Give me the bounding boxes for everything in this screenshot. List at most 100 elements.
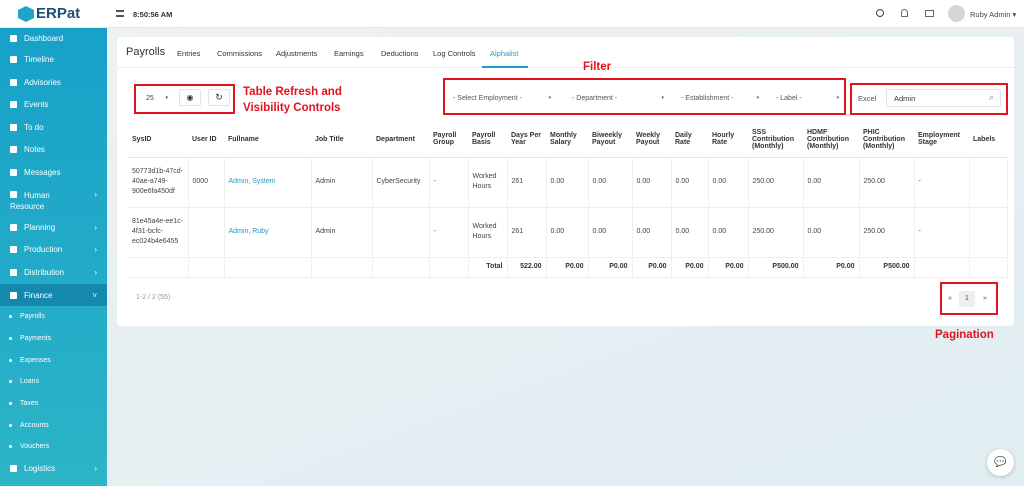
user-menu[interactable]: Ruby Admin ▾ [970,10,1017,19]
annotation-box [850,83,1008,115]
table-cell[interactable]: Admin, Ruby [224,207,312,258]
notification-icon[interactable] [901,9,908,17]
menu-item[interactable]: Events [0,94,107,114]
column-header[interactable]: SSS Contribution (Monthly) [748,122,803,158]
tab[interactable]: Log Controls [433,49,476,58]
dropdown-caret: ▾ [756,95,759,101]
filter-select[interactable]: - Department - ▾ [566,90,670,106]
table-cell: 81e45a4e-ee1c-4f31-bcfc-ec024b4e6455 [128,207,189,258]
table-row: 50773d1b-47cd-40ae-a749-900e6fa450df 0000… [128,157,1008,208]
column-header[interactable]: Weekly Payout [632,122,671,158]
menu-item[interactable]: Human Resource › [10,190,97,211]
column-header[interactable]: Fullname [224,122,311,158]
submenu-item[interactable]: Accounts [0,415,107,435]
submenu-item[interactable]: Payrolls [0,306,107,326]
submenu-item[interactable]: Taxes [0,393,107,413]
page-button[interactable]: « [948,295,952,302]
menu-item[interactable]: Messages [0,162,107,182]
menu-item[interactable]: Advisories [0,72,107,92]
column-header[interactable]: Labels [969,122,1007,158]
menu-item[interactable]: Notes [0,139,107,159]
submenu-item[interactable]: Payments [0,328,107,348]
filter-select[interactable]: - Label - ▾ [770,90,845,106]
column-header[interactable]: Department [372,122,429,158]
menu-item[interactable]: Finance ˅ [0,284,107,306]
tab[interactable]: Deductions [381,49,419,58]
column-header[interactable]: Hourly Rate [708,122,748,158]
submenu-item[interactable]: Expenses [0,350,107,370]
menu-item[interactable]: Timeline [0,49,107,69]
submenu-item[interactable]: Loans [0,371,107,391]
table-cell: 0.00 [708,157,749,208]
total-cell [128,257,189,278]
annotation-label: Table Refresh and Visibility Controls [243,86,342,114]
table-cell [969,207,1008,258]
total-cell [969,257,1008,278]
total-cell [311,257,373,278]
logo[interactable]: ERPat [36,5,81,22]
column-header[interactable]: Biweekly Payout [588,122,632,158]
table-cell: 0.00 [671,157,709,208]
page-size: 25 [146,94,154,102]
filter-select[interactable]: - Establishment - ▾ [675,90,765,106]
column-header[interactable]: Payroll Basis [468,122,507,158]
search-icon[interactable] [876,9,884,17]
column-header[interactable]: HDMF Contribution (Monthly) [803,122,859,158]
search-input[interactable]: Admin ⌕ [886,89,1001,107]
column-header[interactable]: Payroll Group [429,122,468,158]
menu-item[interactable]: Distribution › [0,262,107,282]
table-cell [188,207,225,258]
menu-label: Finance [24,290,53,300]
total-cell: 522.00 [507,257,547,278]
page-button[interactable]: » [983,295,987,302]
tab[interactable]: Entries [177,49,201,58]
excel-button[interactable]: Excel [858,94,877,103]
totals-row: Total 522.00 P0.00 P0.00 P0.00 P0.00 P0.00 P500… [128,257,1008,278]
mail-icon[interactable] [925,10,934,17]
menu-label: To do [24,122,44,132]
column-header[interactable]: PHIC Contribution (Monthly) [859,122,914,158]
total-cell: P0.00 [671,257,709,278]
table-cell[interactable]: Admin, System [224,157,312,208]
table-cell [969,157,1008,208]
table-cell [372,207,430,258]
column-header[interactable]: Daily Rate [671,122,708,158]
table-cell: Admin [311,157,373,208]
visibility-button[interactable]: ◉ [179,89,201,106]
tab[interactable]: Adjustments [276,49,318,58]
submenu-item[interactable]: Vouchers [0,436,107,456]
menu-item[interactable]: Logistics › [0,458,107,478]
tab[interactable]: Earnings [334,49,364,58]
menu-item[interactable]: To do [0,117,107,137]
column-header[interactable]: Days Per Year [507,122,546,158]
search-value: Admin [894,94,916,103]
menu-toggle[interactable] [116,10,124,17]
menu-item[interactable]: Dashboard [0,28,107,48]
filter-select[interactable]: - Select Employment - ▾ [447,90,557,106]
table-cell: Worked Hours [468,207,508,258]
column-header[interactable]: Job Title [311,122,372,158]
menu-item[interactable]: Planning › [0,217,107,237]
annotation-box [443,78,846,115]
page-button[interactable]: 1 [959,291,975,307]
page-size-select[interactable]: 25 ▾ [146,94,168,102]
table-cell: - [914,157,970,208]
column-header[interactable]: User ID [188,122,224,158]
annotation-box [134,84,235,114]
table-cell: 261 [507,207,547,258]
menu-item[interactable]: Production › [0,239,107,259]
total-cell: P500.00 [748,257,804,278]
submenu-label: Payrolls [20,312,45,320]
column-header[interactable]: Monthly Salary [546,122,588,158]
tab[interactable]: Alphalist [490,49,519,58]
filter-label: - Select Employment - [453,94,522,102]
tab[interactable]: Commissions [217,49,263,58]
logo-icon [18,6,34,22]
column-header[interactable]: SysID [128,122,188,158]
table-cell: 50773d1b-47cd-40ae-a749-900e6fa450df [128,157,189,208]
column-header[interactable]: Employment Stage [914,122,969,158]
avatar[interactable] [948,5,965,22]
chat-button[interactable]: 💬 [987,449,1014,476]
refresh-button[interactable]: ↻ [208,89,230,106]
submenu-label: Accounts [20,421,49,429]
